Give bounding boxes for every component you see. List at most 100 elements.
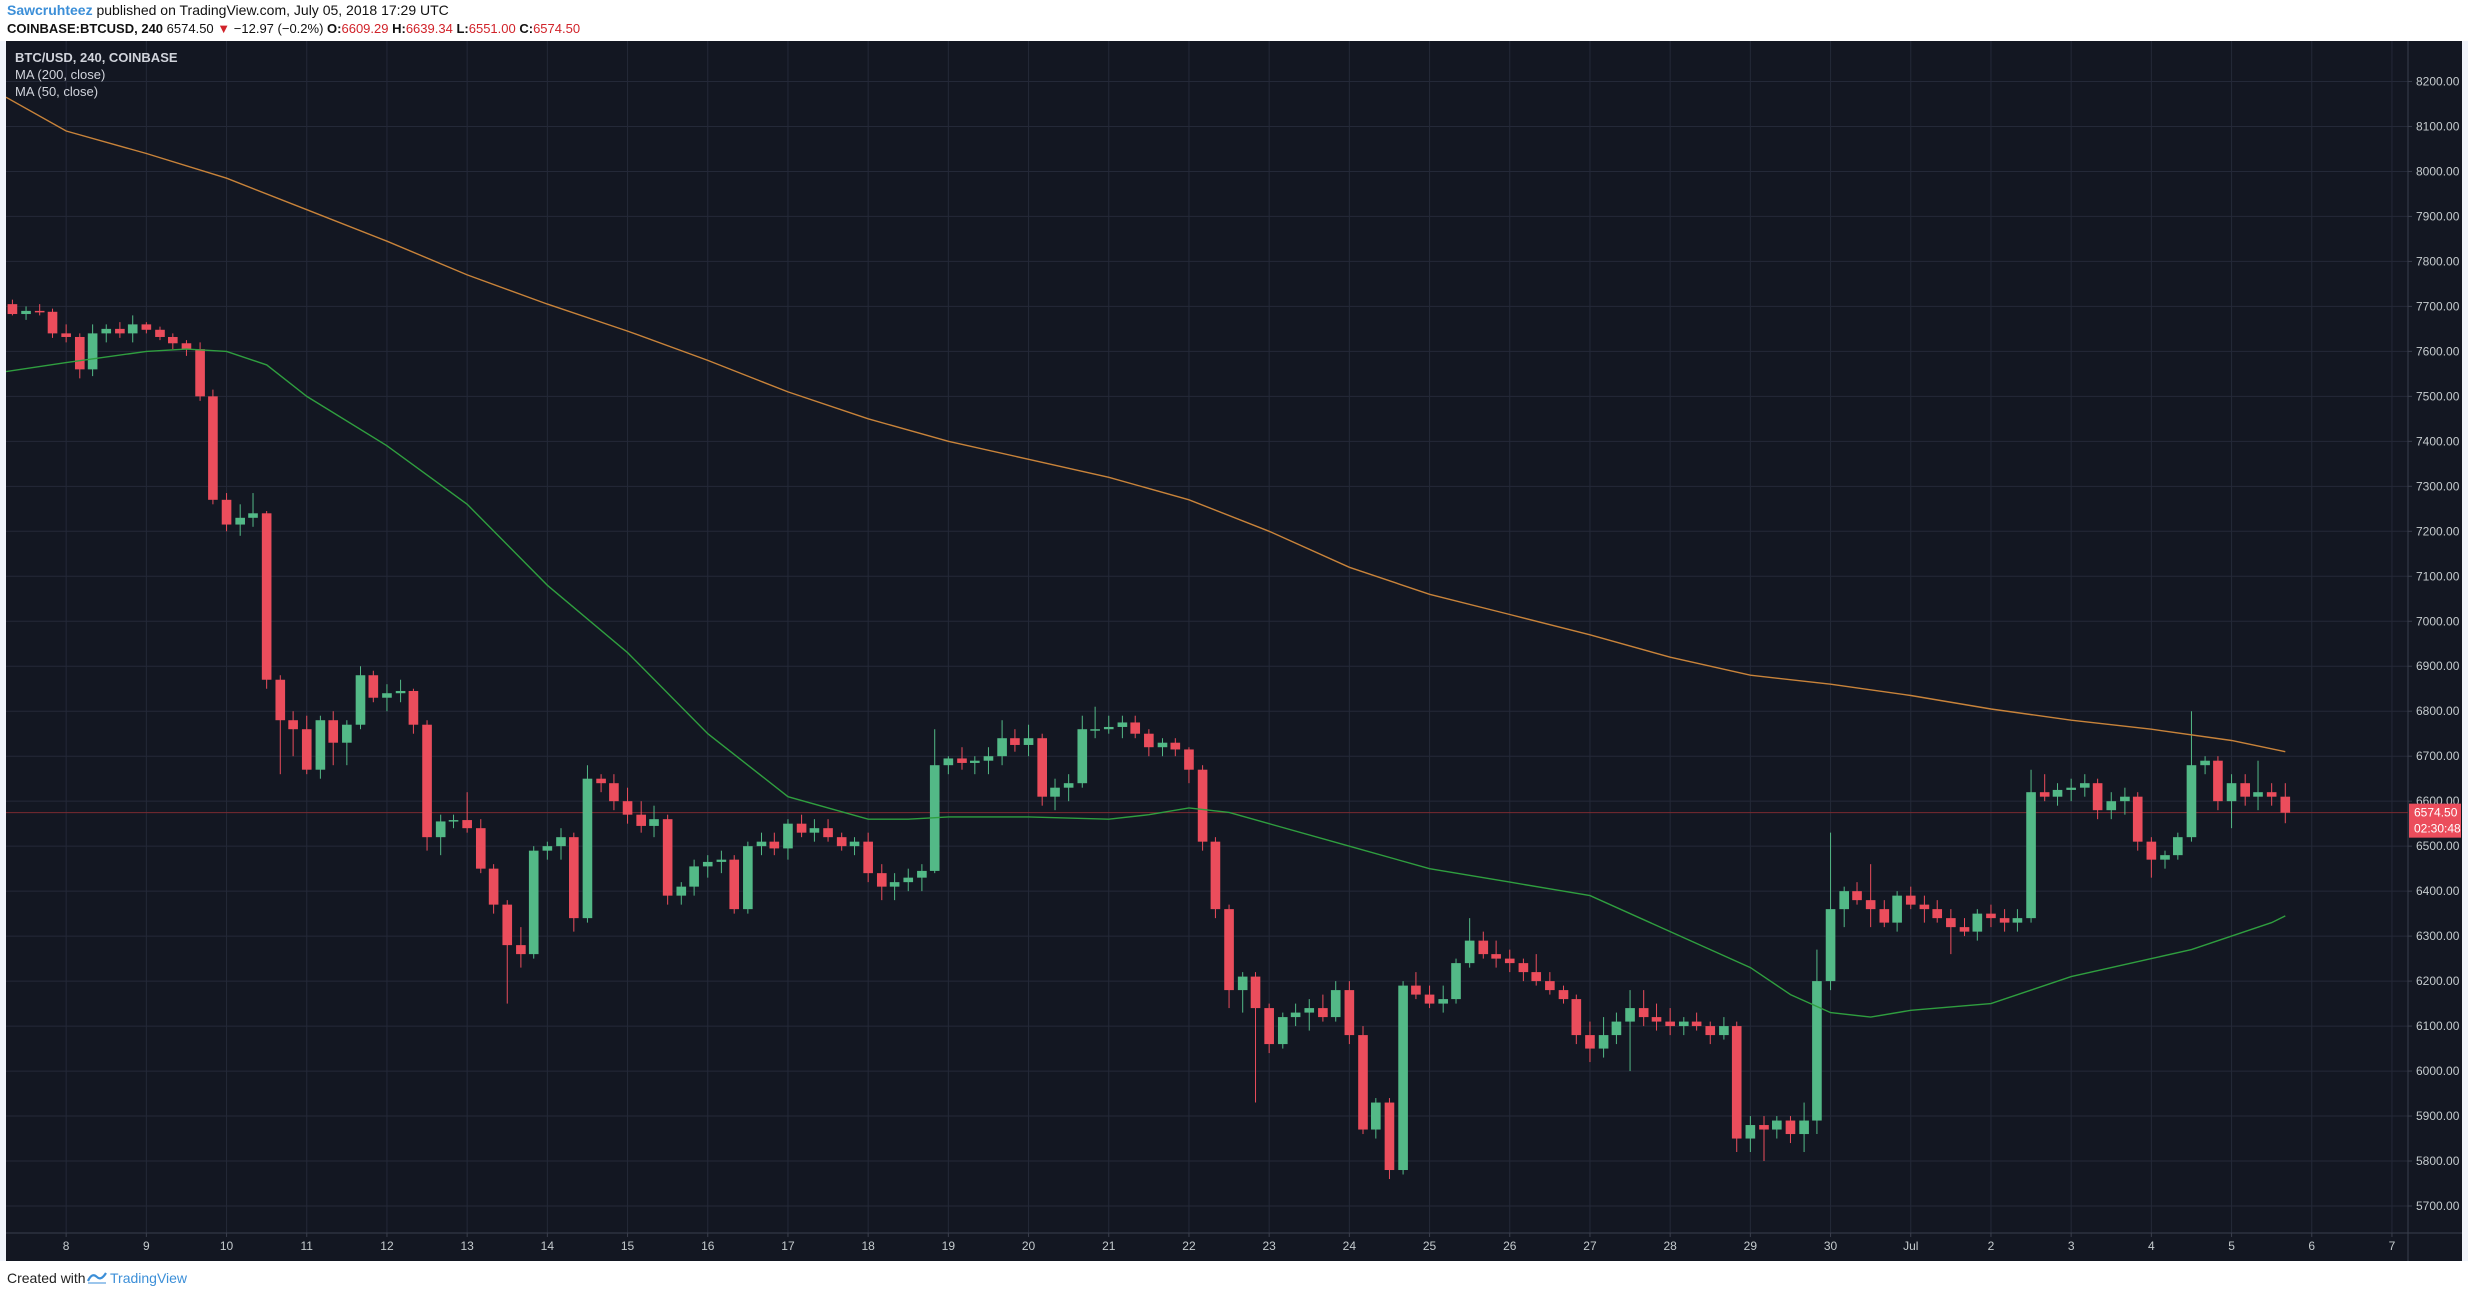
x-tick-label: 9 [143,1239,150,1253]
candle [609,774,619,811]
candle-body [1250,976,1261,1009]
candle [1852,882,1862,905]
candle [1598,1017,1609,1058]
candle [1438,985,1449,1013]
candle [1197,765,1208,851]
candle-body [983,756,994,761]
high-label: H: [392,21,406,36]
candle-body [2240,783,2251,797]
candle-body [716,859,727,862]
candle-body [783,823,793,849]
candle [462,792,472,833]
candle [1999,909,2010,932]
candle-body [1571,999,1582,1036]
candle [141,322,152,334]
candle [809,819,820,842]
candle [1772,1116,1782,1139]
candle-body [301,729,312,770]
candle [783,819,793,860]
candle [1371,1098,1381,1139]
y-tick-label: 8000.00 [2416,164,2460,178]
candle [1050,778,1060,811]
candle [1358,1026,1368,1135]
candle [1063,774,1074,802]
candle-body [1745,1125,1756,1139]
candle [1919,895,1930,923]
candle-body [1290,1012,1301,1018]
candle-body [127,324,138,334]
footer: Created with TradingView [0,1261,2468,1294]
x-tick-label: 3 [2068,1239,2075,1253]
x-tick-label: 17 [781,1239,795,1253]
candle-body [488,868,499,905]
last-price-label: 6574.50 [2414,806,2458,820]
candle [1224,904,1234,1009]
chart-area[interactable]: 5700.00 5800.00 5900.00 6000.00 6100.00 6200.… [5,41,2462,1261]
price-chart[interactable]: 5700.00 5800.00 5900.00 6000.00 6100.00 6200.… [5,41,2462,1261]
candle-body [1959,927,1970,932]
candle [756,832,767,856]
time-axis[interactable]: 8 9 10 11 12 13 14 15 16 17 18 19 20 21 22 23 24 25 26 27 28… [63,1233,2396,1253]
candle-body [1665,1021,1675,1027]
candle-body [1611,1021,1622,1036]
y-tick-label: 7400.00 [2416,434,2460,448]
candle [1103,715,1114,734]
created-with-label: Created with [7,1270,86,1286]
candle [127,315,138,343]
ohlc-line: COINBASE:BTCUSD, 240 6574.50 ▼ −12.97 (−… [7,21,580,36]
candle-body [1063,783,1074,788]
candle [649,805,659,838]
candle [716,850,727,874]
candle-body [1438,999,1449,1004]
candle-body [1705,1026,1716,1036]
x-tick-label: Jul [1903,1239,1918,1253]
x-tick-label: 10 [220,1239,234,1253]
candle [1478,931,1489,959]
candle [876,864,887,901]
candle-body [101,328,112,334]
candle [542,841,553,860]
candle-body [382,693,392,698]
candle [743,841,753,914]
candle-body [2266,792,2277,797]
candle [1290,1003,1301,1027]
candle [101,324,112,343]
x-tick-label: 28 [1663,1239,1677,1253]
candle [168,333,178,350]
candle-body [997,738,1007,757]
y-tick-label: 6500.00 [2416,839,2460,853]
candle [997,720,1007,766]
candle [2280,783,2291,824]
candle [1491,940,1501,968]
candle [2079,774,2090,797]
candle-body [2066,787,2076,790]
candle-body [1371,1102,1381,1130]
candle-body [1330,990,1341,1018]
candle-body [796,823,807,833]
candle [87,324,98,377]
open-label: O: [327,21,342,36]
candle [917,864,927,892]
candle-body [1384,1102,1395,1171]
author-link[interactable]: Sawcruhteez [7,2,93,18]
candle-body [1999,918,2010,923]
tradingview-link[interactable]: TradingView [110,1270,188,1286]
x-tick-label: 15 [621,1239,635,1253]
candle [689,859,699,896]
candle-body [823,828,833,838]
candle-body [662,819,673,896]
candle-body [1451,963,1461,1000]
candle [1210,837,1221,919]
candle [1986,904,1996,928]
candle [115,322,125,338]
candle-body [2052,789,2063,797]
candle-body [889,882,900,887]
candle-body [676,886,687,896]
x-tick-label: 8 [63,1239,70,1253]
candle [2066,778,2076,802]
x-tick-label: 13 [460,1239,474,1253]
y-tick-label: 7700.00 [2416,299,2460,313]
x-tick-label: 27 [1583,1239,1597,1253]
candle-body [1037,738,1048,797]
x-tick-label: 29 [1744,1239,1758,1253]
